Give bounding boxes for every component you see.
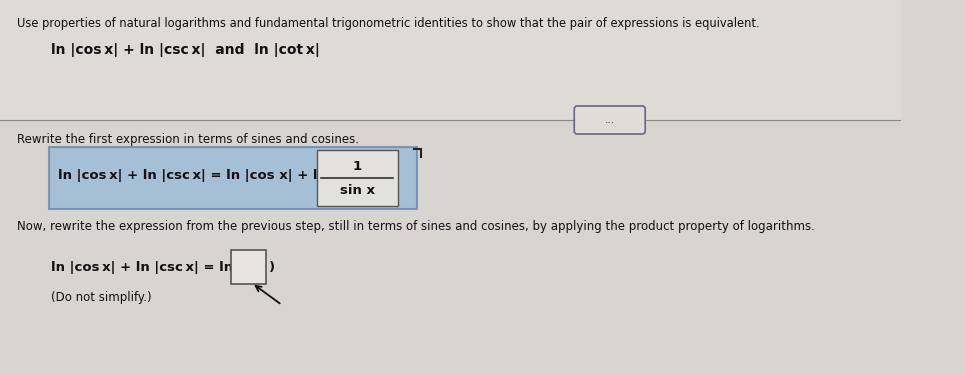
Text: ln |cos x| + ln |csc x| = ln (: ln |cos x| + ln |csc x| = ln (	[51, 261, 244, 273]
Text: (Do not simplify.): (Do not simplify.)	[51, 291, 152, 304]
Text: sin x: sin x	[340, 184, 374, 197]
FancyBboxPatch shape	[0, 0, 901, 120]
Text: ln |cos x| + ln |csc x|  and  ln |cot x|: ln |cos x| + ln |csc x| and ln |cot x|	[51, 43, 320, 57]
Text: ...: ...	[605, 115, 615, 125]
FancyBboxPatch shape	[49, 147, 418, 209]
FancyBboxPatch shape	[574, 106, 646, 134]
Text: 1: 1	[352, 160, 362, 172]
Text: ): )	[269, 261, 275, 273]
Text: Now, rewrite the expression from the previous step, still in terms of sines and : Now, rewrite the expression from the pre…	[16, 220, 814, 233]
FancyBboxPatch shape	[231, 250, 266, 284]
Text: Use properties of natural logarithms and fundamental trigonometric identities to: Use properties of natural logarithms and…	[16, 17, 759, 30]
Text: ln |cos x| + ln |csc x| = ln |cos x| + ln: ln |cos x| + ln |csc x| = ln |cos x| + l…	[58, 168, 327, 182]
Text: Rewrite the first expression in terms of sines and cosines.: Rewrite the first expression in terms of…	[16, 133, 359, 146]
FancyBboxPatch shape	[317, 150, 398, 206]
